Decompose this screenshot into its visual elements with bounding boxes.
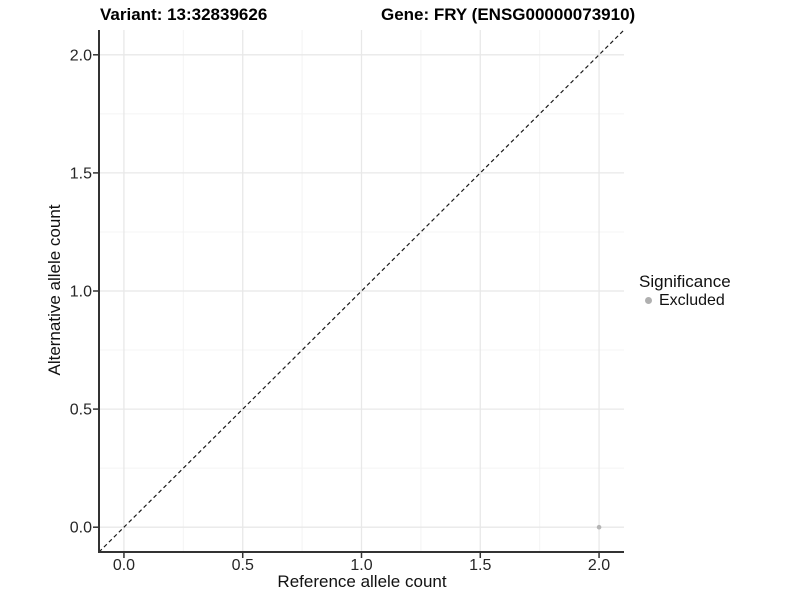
- y-tick-label: 2.0: [70, 47, 92, 64]
- circle-icon: [645, 297, 652, 304]
- x-tick-label: 2.0: [588, 557, 610, 574]
- plot-title-variant: Variant: 13:32839626: [100, 5, 268, 24]
- y-tick-label: 0.5: [70, 402, 92, 419]
- data-point: [596, 524, 602, 530]
- x-tick-label: 0.5: [232, 557, 254, 574]
- legend-title: Significance: [639, 272, 731, 291]
- identity-line: [98, 29, 625, 553]
- y-tick-label: 1.5: [70, 165, 92, 182]
- x-tick-label: 1.0: [350, 557, 372, 574]
- x-tick-label: 1.5: [469, 557, 491, 574]
- y-tick-label: 0.0: [70, 520, 92, 537]
- y-axis-title: Alternative allele count: [45, 204, 64, 376]
- y-tick-label: 1.0: [70, 284, 92, 301]
- x-axis-title: Reference allele count: [277, 572, 447, 591]
- x-tick-label: 0.0: [113, 557, 135, 574]
- plot-title-gene: Gene: FRY (ENSG00000073910): [381, 5, 636, 24]
- legend-item-label: Excluded: [659, 292, 725, 309]
